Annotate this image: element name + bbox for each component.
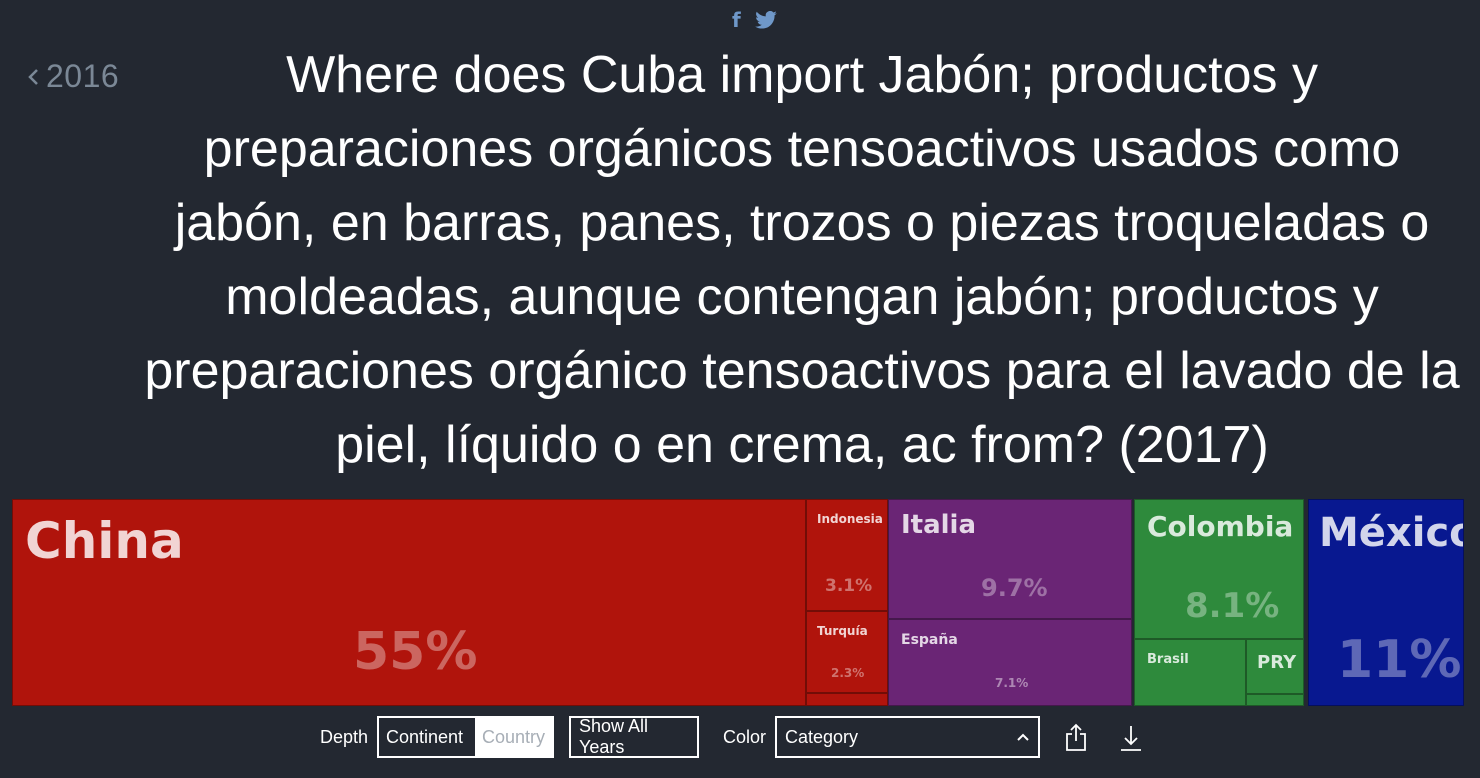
treemap-cell-small[interactable]	[806, 693, 888, 706]
depth-option-continent[interactable]: Continent	[379, 718, 475, 756]
treemap-cell-indonesia[interactable]: Indonesia 3.1%	[806, 499, 888, 611]
treemap-cell-italia[interactable]: Italia 9.7%	[888, 499, 1132, 619]
treemap-cell-mexico[interactable]: México 11%	[1308, 499, 1464, 706]
treemap-chart: China 55% Indonesia 3.1% Turquía 2.3% Italia 9.…	[12, 499, 1464, 706]
treemap-label-indonesia: Indonesia	[817, 512, 883, 526]
previous-year-link[interactable]: 2016	[26, 58, 119, 95]
treemap-label-mexico: México	[1319, 510, 1464, 556]
treemap-share-indonesia: 3.1%	[825, 576, 873, 596]
treemap-label-italia: Italia	[901, 510, 977, 540]
share-icon[interactable]	[1062, 721, 1090, 753]
treemap-label-turquia: Turquía	[817, 624, 868, 638]
treemap-cell-small[interactable]	[1246, 694, 1304, 706]
treemap-cell-brasil[interactable]: Brasil	[1134, 639, 1246, 706]
download-icon[interactable]	[1117, 721, 1145, 753]
twitter-icon[interactable]	[754, 11, 777, 29]
depth-option-country[interactable]: Country	[474, 718, 552, 756]
facebook-icon[interactable]: f	[732, 8, 741, 32]
treemap-label-china: China	[25, 512, 184, 570]
depth-label: Depth	[320, 727, 369, 747]
color-select[interactable]: Category	[775, 716, 1040, 758]
social-links: f	[732, 6, 777, 34]
treemap-share-colombia: 8.1%	[1185, 586, 1280, 626]
page-title: Where does Cuba import Jabón; productos …	[144, 46, 1460, 474]
depth-toggle: Continent Country	[377, 716, 554, 758]
treemap-share-italia: 9.7%	[981, 574, 1048, 602]
treemap-share-turquia: 2.3%	[831, 666, 865, 680]
show-all-years-label: Show All Years	[579, 716, 649, 757]
show-all-years-button[interactable]: Show All Years	[569, 716, 699, 758]
controls-bar: Depth Continent Country Show All Years C…	[0, 716, 1480, 760]
treemap-label-pry: PRY	[1257, 652, 1297, 673]
color-select-value: Category	[785, 726, 859, 747]
previous-year-label: 2016	[46, 58, 120, 94]
treemap-share-china: 55%	[353, 622, 478, 682]
color-label: Color	[723, 727, 767, 747]
treemap-share-espana: 7.1%	[995, 676, 1029, 690]
treemap-cell-turquia[interactable]: Turquía 2.3%	[806, 611, 888, 693]
treemap-cell-espana[interactable]: España 7.1%	[888, 619, 1132, 706]
treemap-label-espana: España	[901, 632, 958, 648]
treemap-cell-colombia[interactable]: Colombia 8.1%	[1134, 499, 1304, 639]
chevron-up-icon	[1017, 733, 1029, 741]
chevron-left-icon	[28, 68, 38, 85]
treemap-cell-pry[interactable]: PRY	[1246, 639, 1304, 694]
treemap-label-brasil: Brasil	[1147, 652, 1189, 667]
treemap-label-colombia: Colombia	[1147, 510, 1294, 543]
treemap-cell-china[interactable]: China 55%	[12, 499, 806, 706]
treemap-share-mexico: 11%	[1337, 630, 1462, 690]
